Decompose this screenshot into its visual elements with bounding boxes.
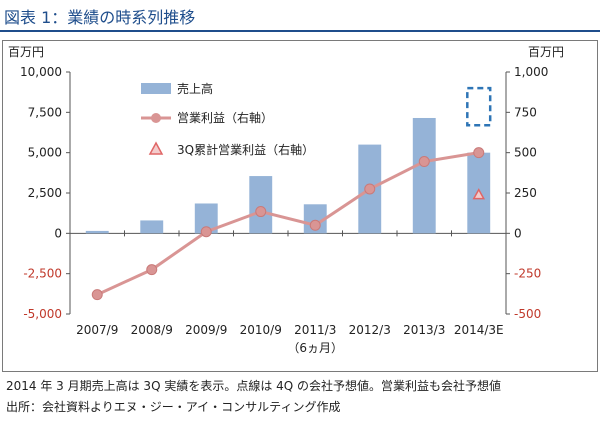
- x-tick-label: 2007/9: [76, 323, 118, 337]
- x-tick-label: 2014/3E: [454, 323, 504, 337]
- right-tick-label: 750: [514, 105, 537, 119]
- right-tick-label: 500: [514, 146, 537, 160]
- note-line-1: 2014 年 3 月期売上高は 3Q 実績を表示。点線は 4Q の会社予想値。営…: [6, 379, 502, 393]
- right-tick-label: 0: [514, 226, 522, 240]
- right-tick-label: 250: [514, 186, 537, 200]
- line-operating-profit: [96, 151, 479, 297]
- x-tick-label: 2012/3: [349, 323, 391, 337]
- legend-point-profit: [151, 113, 161, 123]
- right-tick-label: -250: [514, 267, 541, 281]
- right-tick-label: -500: [514, 307, 541, 321]
- point-operating-profit: [418, 156, 430, 168]
- legend-swatch-sales: [141, 83, 171, 94]
- point-operating-profit: [91, 289, 103, 301]
- left-tick-label: -5,000: [23, 307, 62, 321]
- chart-svg: -5,000 -2,500 0 2,500 5,000 7,500 10,000 -500 -2…: [20, 65, 548, 355]
- left-tick-label: 2,500: [28, 186, 62, 200]
- right-tick-label: 1,000: [514, 65, 548, 79]
- title-bar: 図表 1：業績の時系列推移: [0, 0, 600, 32]
- x-tick-label: 2010/9: [240, 323, 282, 337]
- left-tick-label: 0: [54, 226, 62, 240]
- forecast-box: [466, 86, 492, 127]
- point-operating-profit: [200, 226, 212, 238]
- bar-sales: [85, 230, 109, 234]
- bar-sales: [194, 203, 218, 234]
- left-axis-unit: 百万円: [8, 45, 45, 59]
- right-axis-unit: 百万円: [528, 45, 565, 59]
- chart-frame: -5,000 -2,500 0 2,500 5,000 7,500 10,000 -500 -2…: [2, 40, 598, 372]
- bar-sales: [140, 220, 164, 234]
- marker-3q-cumulative-profit: [472, 188, 486, 200]
- left-tick-label: 5,000: [28, 146, 62, 160]
- point-operating-profit: [473, 147, 485, 159]
- point-operating-profit: [364, 183, 376, 195]
- legend-marker-3q: [148, 141, 164, 155]
- x-tick-label: 2009/9: [185, 323, 227, 337]
- point-operating-profit: [255, 206, 267, 218]
- x-tick-label: 2008/9: [131, 323, 173, 337]
- x-tick-label: 2013/3: [403, 323, 445, 337]
- left-tick-label: 10,000: [20, 65, 62, 79]
- legend-label-3q: 3Q累計営業利益（右軸）: [177, 142, 314, 157]
- point-operating-profit: [309, 219, 321, 231]
- point-operating-profit: [146, 264, 158, 276]
- left-tick-label: 7,500: [28, 105, 62, 119]
- bar-sales: [303, 204, 327, 234]
- x-tick-label: 2011/3: [294, 323, 336, 337]
- figure-title: 図表 1：業績の時系列推移: [4, 8, 196, 27]
- source-note: 出所：会社資料よりエヌ・ジー・アイ・コンサルティング作成: [6, 400, 341, 414]
- left-tick-label: -2,500: [23, 267, 62, 281]
- x-tick-sublabel: （6ヵ月）: [287, 341, 343, 355]
- bar-sales: [249, 176, 273, 234]
- bar-sales: [412, 117, 436, 234]
- legend-label-profit: 営業利益（右軸）: [177, 110, 273, 125]
- legend-label-sales: 売上高: [177, 81, 213, 96]
